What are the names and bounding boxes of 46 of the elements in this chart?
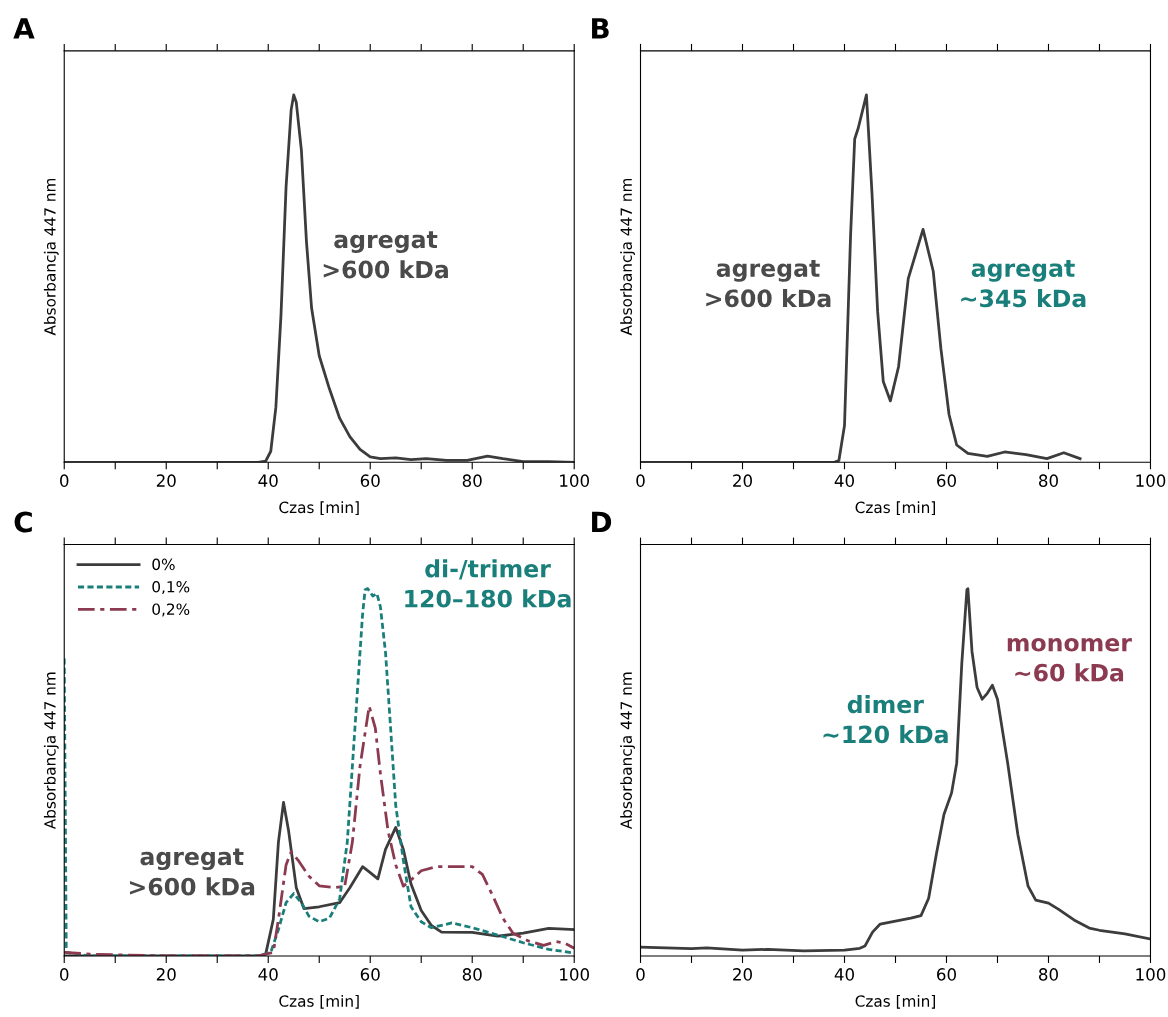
legend-label: 0,2% [152, 603, 190, 617]
x-tick-label: 80 [1039, 474, 1058, 487]
x-tick-label: 0 [60, 968, 69, 981]
x-tick-label: 60 [937, 968, 956, 981]
x-tick-label: 100 [1136, 968, 1166, 981]
x-tick-label: 100 [560, 474, 590, 487]
x-tick-label: 100 [1136, 474, 1166, 487]
x-tick-label: 80 [1039, 968, 1058, 981]
y-axis-title: Absorbancja 447 nm [43, 672, 59, 830]
x-tick-label: 80 [462, 474, 482, 487]
x-axis-title: Czas [min] [279, 995, 359, 1009]
y-axis-title: Absorbancja 447 nm [620, 178, 635, 336]
x-tick-label: 20 [733, 968, 752, 981]
x-tick-label: 0 [636, 474, 645, 487]
legend-label: 0% [152, 558, 175, 571]
x-axis-title: Czas [min] [279, 501, 359, 515]
y-axis-title: Absorbancja 447 nm [620, 672, 635, 830]
x-tick-label: 60 [360, 968, 380, 981]
chart-title: D [592, 511, 612, 533]
x-tick-label: 0 [636, 968, 645, 981]
x-tick-label: 40 [258, 474, 278, 487]
annotation: agregat >600 kDa [323, 231, 448, 279]
x-tick-label: 0 [60, 474, 69, 487]
annotation: agregat >600 kDa [706, 260, 831, 308]
y-axis-title: Absorbancja 447 nm [43, 178, 59, 336]
x-tick-label: 100 [560, 968, 590, 981]
annotation: dimer ~120 kDa [823, 695, 948, 744]
legend-label: 0,1% [152, 581, 190, 595]
x-axis-title: Czas [min] [855, 995, 935, 1009]
x-tick-label: 80 [462, 968, 482, 981]
chart-title: A [13, 18, 35, 39]
chart-title: B [592, 18, 609, 39]
x-tick-label: 40 [258, 968, 278, 981]
x-tick-label: 60 [360, 474, 380, 487]
x-tick-label: 20 [733, 474, 752, 487]
annotation: agregat >600 kDa [129, 848, 255, 896]
x-tick-label: 20 [156, 968, 176, 981]
annotation: di-/trimer 120–180 kDa [405, 559, 571, 608]
x-tick-label: 60 [937, 474, 956, 487]
x-tick-label: 40 [834, 968, 854, 981]
annotation: agregat ~345 kDa [961, 260, 1086, 308]
annotation: monomer ~60 kDa [1007, 638, 1132, 682]
x-tick-label: 20 [156, 474, 176, 487]
chart-title: C [14, 511, 32, 533]
x-axis-title: Czas [min] [855, 501, 935, 515]
x-tick-label: 40 [834, 474, 854, 487]
